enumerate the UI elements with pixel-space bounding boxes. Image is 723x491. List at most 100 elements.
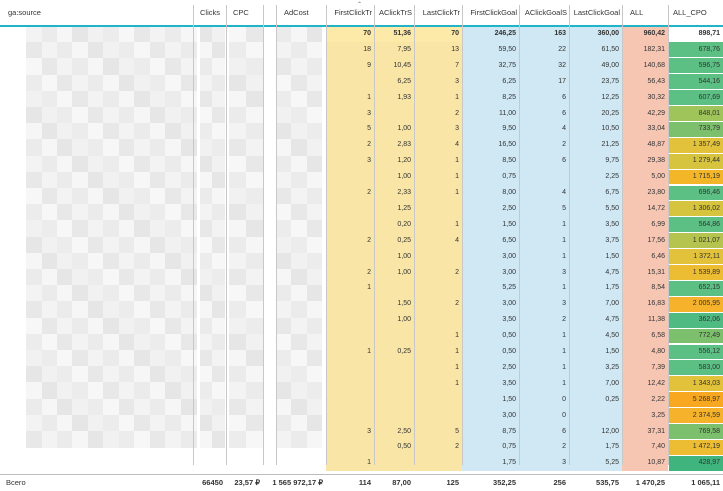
column-header-first-click-goal[interactable]: FirstClickGoal bbox=[470, 8, 517, 17]
masked-cell bbox=[149, 317, 166, 335]
table-cell-fcg: 59,50 bbox=[498, 45, 516, 53]
masked-cell bbox=[246, 285, 264, 302]
masked-cell bbox=[306, 317, 323, 335]
cpo-cell-bg bbox=[669, 185, 723, 201]
table-cell-all: 17,56 bbox=[647, 236, 665, 244]
column-header-all[interactable]: ALL bbox=[630, 8, 644, 17]
masked-cell bbox=[200, 317, 213, 335]
masked-cell bbox=[134, 431, 151, 448]
summary-cell-act: 51,36 bbox=[393, 30, 411, 37]
masked-cell bbox=[229, 90, 247, 108]
total-cell-all: 1 470,25 bbox=[635, 478, 665, 488]
masked-cell bbox=[103, 317, 120, 335]
table-cell-fct: 1 bbox=[367, 348, 371, 355]
masked-cell bbox=[118, 42, 135, 59]
total-cell-adcost: 1 565 972,17 ₽ bbox=[272, 478, 323, 488]
cpo-cell-bg bbox=[669, 201, 723, 217]
masked-cell bbox=[212, 414, 225, 432]
masked-cell bbox=[200, 220, 213, 238]
masked-cell bbox=[87, 252, 104, 270]
masked-cell bbox=[41, 414, 58, 432]
masked-cell bbox=[291, 107, 308, 124]
table-cell-fct: 2 bbox=[367, 268, 371, 276]
total-cell-fct: 114 bbox=[358, 478, 371, 488]
masked-cell bbox=[26, 74, 42, 92]
masked-cell bbox=[56, 333, 73, 351]
masked-cell bbox=[246, 333, 264, 351]
masked-cell bbox=[87, 236, 104, 254]
masked-cell bbox=[149, 398, 166, 416]
masked-cell bbox=[26, 252, 42, 270]
masked-cell bbox=[118, 123, 135, 140]
column-header-adcost[interactable]: AdCost bbox=[284, 8, 309, 17]
table-cell-allcpo: 5 268,97 bbox=[692, 395, 720, 403]
masked-cell bbox=[246, 74, 264, 92]
table-cell-lct: 4 bbox=[455, 236, 459, 244]
table-cell-fct bbox=[326, 312, 374, 328]
masked-cell bbox=[200, 236, 213, 254]
masked-cell bbox=[229, 431, 247, 448]
column-header-last-click-goal[interactable]: LastClickGoal bbox=[573, 8, 620, 17]
table-cell-lct: 1 bbox=[455, 332, 459, 340]
masked-cell bbox=[180, 252, 197, 270]
table-cell-lcg: 1,75 bbox=[605, 284, 619, 292]
masked-cell bbox=[72, 139, 89, 157]
column-header-aclick-goals[interactable]: AClickGoalS bbox=[524, 8, 567, 17]
masked-cell bbox=[103, 301, 120, 319]
masked-cell bbox=[26, 123, 42, 140]
masked-cell bbox=[41, 155, 58, 173]
masked-cell bbox=[118, 252, 135, 270]
masked-cell bbox=[26, 107, 42, 124]
masked-cell bbox=[56, 74, 73, 92]
table-cell-allcpo: 596,75 bbox=[698, 61, 720, 69]
masked-cell bbox=[212, 220, 225, 238]
masked-cell bbox=[276, 107, 292, 124]
masked-cell bbox=[291, 204, 308, 221]
masked-cell bbox=[118, 155, 135, 173]
table-cell-act: 1,50 bbox=[397, 300, 411, 308]
cpo-cell-bg bbox=[669, 106, 723, 121]
table-cell-allcpo: 556,12 bbox=[698, 348, 720, 355]
masked-cell bbox=[87, 107, 104, 124]
masked-cell bbox=[41, 139, 58, 157]
column-header-aclick-trs[interactable]: AClickTrS bbox=[378, 8, 412, 17]
masked-cell bbox=[149, 382, 166, 400]
table-cell-lcg: 7,00 bbox=[605, 300, 619, 308]
masked-cell bbox=[276, 236, 292, 254]
masked-cell bbox=[291, 90, 308, 108]
masked-cell bbox=[72, 317, 89, 335]
column-header-first-click-tr[interactable]: FirstClickTr bbox=[334, 8, 372, 17]
table-cell-all: 4,80 bbox=[651, 348, 665, 355]
table-cell-fcg: 9,50 bbox=[502, 125, 516, 133]
table-cell-fct: 18 bbox=[363, 45, 371, 53]
masked-cell bbox=[291, 366, 308, 383]
masked-cell bbox=[180, 285, 197, 302]
table-cell-fcg: 6,25 bbox=[502, 77, 516, 85]
masked-cell bbox=[306, 252, 323, 270]
table-cell-acg: 0 bbox=[562, 411, 566, 419]
masked-cell bbox=[72, 252, 89, 270]
masked-cell bbox=[103, 139, 120, 157]
table-cell-all: 29,38 bbox=[647, 157, 665, 165]
table-cell-lct: 1 bbox=[455, 348, 459, 355]
table-cell-fcg: 0,75 bbox=[502, 173, 516, 181]
masked-cell bbox=[276, 269, 292, 286]
masked-cell bbox=[276, 317, 292, 335]
column-header-all-cpo[interactable]: ALL_CPO bbox=[673, 8, 707, 17]
column-header-cpc[interactable]: CPC bbox=[233, 8, 249, 17]
masked-cell bbox=[212, 236, 225, 254]
masked-cell bbox=[26, 285, 42, 302]
column-header-last-click-tr[interactable]: LastClickTr bbox=[422, 8, 460, 17]
masked-cell bbox=[134, 58, 151, 76]
column-header-source[interactable]: ga:source bbox=[8, 8, 41, 17]
table-cell-lcg: 23,75 bbox=[601, 77, 619, 85]
table-cell-lcg: 4,75 bbox=[605, 316, 619, 324]
masked-cell bbox=[276, 171, 292, 189]
masked-cell bbox=[180, 90, 197, 108]
masked-cell bbox=[291, 26, 308, 43]
masked-cell bbox=[149, 285, 166, 302]
column-header-clicks[interactable]: Clicks bbox=[200, 8, 220, 17]
masked-cell bbox=[306, 398, 323, 416]
masked-cell bbox=[149, 220, 166, 238]
masked-cell bbox=[229, 252, 247, 270]
